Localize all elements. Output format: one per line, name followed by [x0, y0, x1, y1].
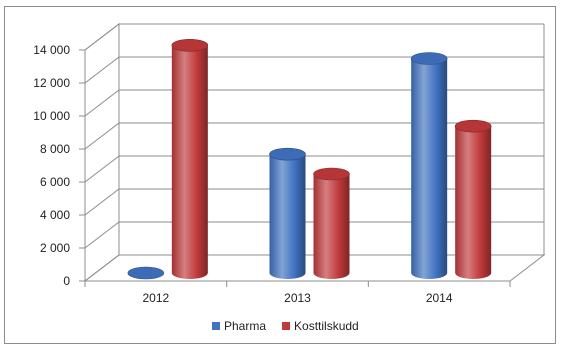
side-wall	[84, 22, 120, 283]
bar-top	[454, 119, 492, 133]
x-tick-label: 2014	[426, 291, 453, 305]
y-tick-label: 6 000	[40, 175, 70, 189]
legend-item-pharma: Pharma	[212, 319, 266, 333]
bar-pharma-2014	[410, 52, 448, 279]
y-tick-label: 0	[63, 274, 70, 288]
gridline	[84, 89, 544, 117]
bar-top	[313, 167, 350, 181]
bars	[127, 38, 492, 280]
legend-item-kosttilskudd: Kosttilskudd	[282, 319, 359, 333]
bar-top	[127, 266, 165, 280]
gridline	[84, 23, 544, 51]
y-tick-label: 2 000	[40, 241, 70, 255]
gridline	[84, 221, 544, 249]
x-tick-label: 2013	[284, 291, 311, 305]
x-tick-label: 2012	[142, 291, 169, 305]
y-tick-label: 4 000	[40, 208, 70, 222]
gridline	[84, 188, 544, 216]
y-axis-ticks: 0 2 000 4 000 6 000 8 000 10 000 12 000 14 000	[33, 43, 85, 288]
y-tick-label: 10 000	[33, 109, 70, 123]
x-axis-ticks: 2012 2013 2014	[84, 281, 511, 305]
bar-kosttilskudd-2013	[313, 167, 350, 279]
gridlines	[84, 23, 545, 282]
y-tick-label: 8 000	[40, 142, 70, 156]
gridline	[84, 254, 544, 282]
bar-body	[455, 126, 492, 280]
legend-label: Pharma	[224, 319, 266, 333]
bar-pharma-2012	[127, 266, 165, 280]
legend-swatch	[282, 322, 291, 330]
bar-body	[313, 174, 350, 279]
gridline	[84, 122, 544, 150]
bar-body	[411, 58, 448, 279]
gridline	[84, 155, 544, 183]
bar-body	[269, 154, 306, 279]
bar-body	[171, 45, 208, 279]
y-tick-label: 14 000	[33, 43, 70, 57]
bar-pharma-2013	[269, 147, 306, 279]
legend-swatch	[212, 322, 220, 330]
y-tick-label: 12 000	[33, 76, 70, 90]
bar-kosttilskudd-2012	[171, 38, 209, 279]
gridline	[84, 56, 544, 84]
bar-kosttilskudd-2014	[454, 119, 492, 280]
bar-top	[171, 38, 209, 52]
legend-label: Kosttilskudd	[294, 319, 359, 333]
bar-top	[410, 52, 448, 65]
legend: Pharma Kosttilskudd	[212, 319, 359, 333]
bar-top	[269, 147, 306, 161]
